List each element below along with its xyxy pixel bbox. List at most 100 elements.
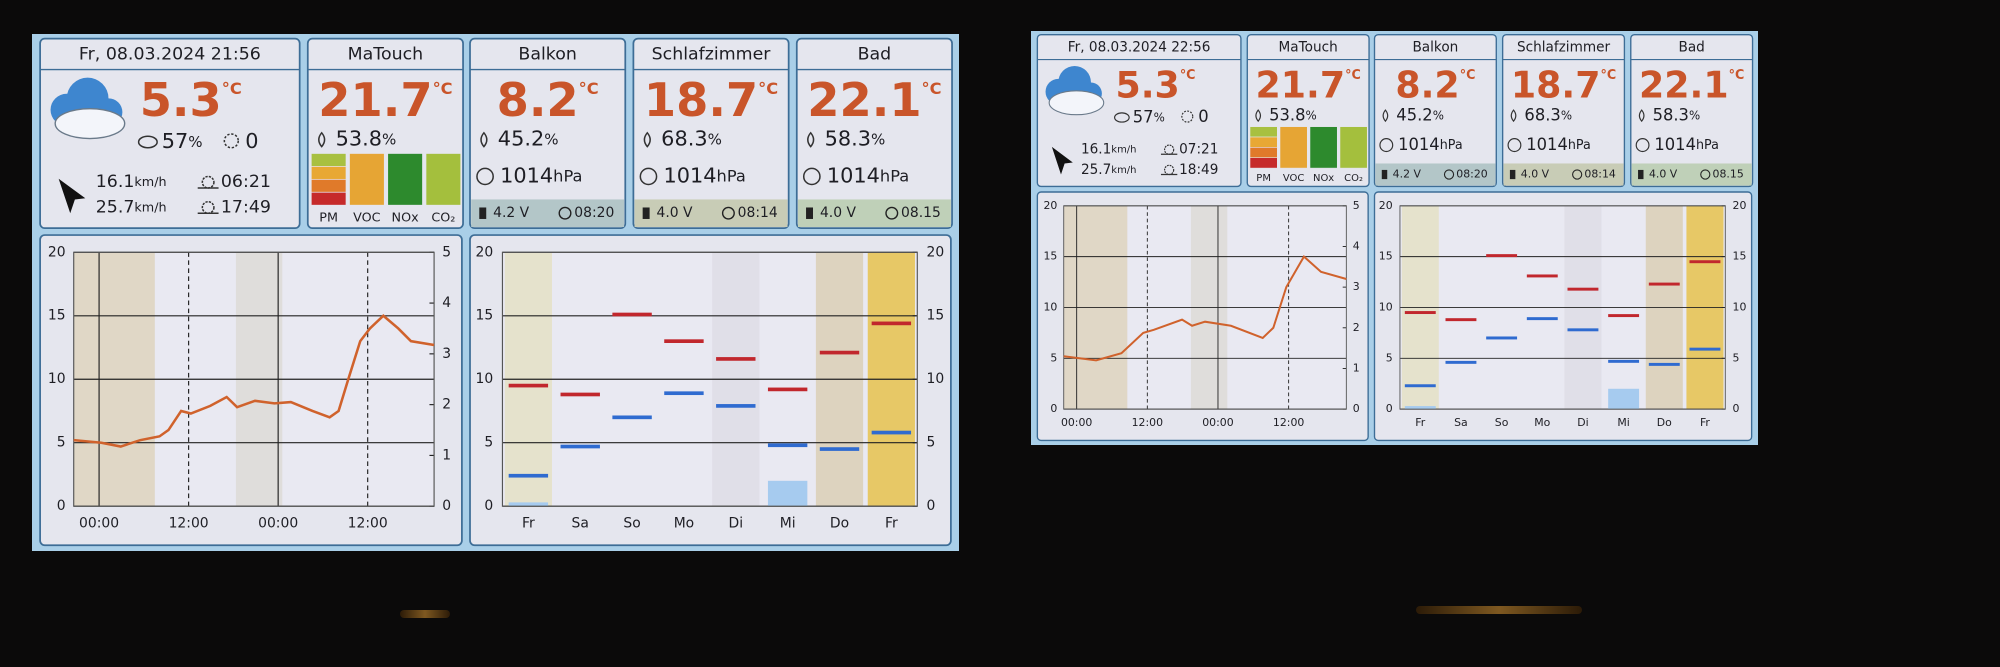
panel bbox=[306, 37, 464, 230]
status-bar bbox=[471, 199, 625, 228]
text-part: % bbox=[1689, 108, 1700, 122]
text-part: 25.7 bbox=[96, 198, 135, 218]
update-time: 08:14 bbox=[738, 205, 778, 221]
precipitation-bar bbox=[508, 502, 549, 507]
text-part: 58.3 bbox=[825, 127, 871, 151]
sensor-temperature: 22.1°C bbox=[807, 73, 941, 127]
sensor-name: MaTouch bbox=[1279, 40, 1338, 56]
outdoor-temperature: 5.3°C bbox=[140, 73, 242, 127]
text-part: % bbox=[708, 130, 722, 148]
text-part: 1014 bbox=[1398, 135, 1440, 154]
x-tick-label: Mi bbox=[780, 515, 796, 531]
wind-gust: 25.7km/h bbox=[96, 198, 167, 218]
temperature-dash bbox=[819, 447, 860, 451]
y2-tick-label: 10 bbox=[927, 371, 945, 387]
y2-tick-label: 0 bbox=[1353, 402, 1360, 415]
text-part: 45.2 bbox=[1396, 105, 1432, 124]
temperature-dash bbox=[508, 383, 549, 388]
temperature-dash bbox=[1608, 314, 1640, 318]
air-quality-label: CO₂ bbox=[1344, 173, 1363, 184]
temperature-dash bbox=[716, 357, 756, 361]
text-part: 25.7 bbox=[1081, 162, 1111, 178]
x-tick-label: Mo bbox=[674, 515, 694, 531]
temperature-dash bbox=[612, 415, 652, 420]
y2-tick-label: 5 bbox=[927, 435, 936, 451]
y-tick-label: 15 bbox=[1043, 250, 1057, 263]
y2-tick-label: 4 bbox=[1353, 239, 1360, 252]
value: 8.2 bbox=[497, 73, 579, 127]
wind-direction bbox=[1051, 146, 1073, 175]
air-quality-block bbox=[425, 153, 462, 206]
unit: km/h bbox=[134, 199, 166, 214]
y-tick-label: 5 bbox=[1050, 351, 1057, 364]
temperature-dash bbox=[1689, 347, 1721, 351]
status-bar bbox=[634, 199, 788, 228]
sensor-humidity: 53.8% bbox=[1269, 105, 1317, 124]
unit: hPa bbox=[717, 166, 746, 185]
temperature-dash bbox=[1486, 254, 1518, 258]
unit: °C bbox=[1729, 68, 1745, 83]
clock-icon bbox=[1700, 169, 1711, 180]
humidity-icon bbox=[137, 135, 158, 149]
y-tick-label: 15 bbox=[1379, 250, 1393, 263]
x-tick-label: Fr bbox=[1415, 416, 1425, 429]
x-tick-label: 00:00 bbox=[1202, 416, 1233, 429]
sensor-humidity: 58.3% bbox=[1653, 105, 1701, 124]
reflection bbox=[1416, 606, 1582, 614]
x-tick-label: Do bbox=[830, 515, 849, 531]
plot-frame bbox=[1399, 205, 1726, 410]
unit: km/h bbox=[1111, 145, 1136, 156]
y-tick-label: 5 bbox=[57, 435, 66, 451]
temperature-line bbox=[73, 314, 435, 448]
temperature-dash bbox=[1608, 359, 1640, 363]
sensor-humidity: 68.3% bbox=[1524, 105, 1572, 124]
battery-icon bbox=[1381, 169, 1388, 180]
text-part: % bbox=[544, 130, 558, 148]
unit: °C bbox=[922, 79, 942, 98]
clock-icon bbox=[558, 206, 572, 220]
sensor-humidity: 53.8% bbox=[336, 127, 397, 151]
temperature-dash bbox=[871, 321, 912, 326]
y-tick-label: 5 bbox=[1386, 351, 1393, 364]
battery-icon bbox=[479, 207, 487, 219]
value: 5.3 bbox=[1115, 63, 1179, 106]
text-part: % bbox=[1154, 110, 1165, 124]
panel bbox=[1036, 33, 1242, 188]
y-tick-label: 0 bbox=[57, 498, 66, 514]
value: 8.2 bbox=[1395, 63, 1459, 106]
sunset: 17:49 bbox=[221, 198, 271, 218]
air-quality-block bbox=[1339, 126, 1368, 169]
unit: hPa bbox=[1440, 138, 1463, 153]
temperature-dash bbox=[716, 404, 756, 408]
text-part: % bbox=[1561, 108, 1572, 122]
battery-icon bbox=[642, 207, 650, 219]
unit: °C bbox=[579, 79, 599, 98]
unit: °C bbox=[1601, 68, 1617, 83]
precipitation-bar bbox=[1608, 388, 1640, 410]
air-quality-block bbox=[310, 191, 347, 206]
temperature-dash bbox=[1526, 317, 1558, 321]
sensor-temperature: 18.7°C bbox=[1511, 63, 1616, 106]
air-quality-block bbox=[310, 166, 347, 180]
y-tick-label: 10 bbox=[1379, 300, 1393, 313]
y2-tick-label: 0 bbox=[927, 498, 936, 514]
battery-icon bbox=[1509, 169, 1516, 180]
text-part: 53.8 bbox=[1269, 105, 1305, 124]
air-quality-label: PM bbox=[1256, 173, 1271, 184]
y2-tick-label: 4 bbox=[442, 295, 451, 311]
text-part: % bbox=[188, 133, 202, 151]
update-time: 08:14 bbox=[1584, 167, 1615, 180]
y-tick-label: 5 bbox=[484, 435, 493, 451]
x-tick-label: Sa bbox=[572, 515, 589, 531]
humidity-icon bbox=[807, 131, 815, 148]
temperature-dash bbox=[871, 430, 912, 435]
sensor-temperature: 18.7°C bbox=[644, 73, 778, 127]
x-tick-label: 00:00 bbox=[1061, 416, 1092, 429]
text-part: 16.1 bbox=[96, 172, 135, 192]
value: 18.7 bbox=[1511, 63, 1601, 106]
humidity-icon bbox=[1255, 109, 1262, 123]
humidity-icon bbox=[318, 131, 326, 148]
sensor-pressure: 1014hPa bbox=[500, 164, 582, 188]
humidity-icon bbox=[480, 131, 488, 148]
panel bbox=[632, 37, 790, 230]
